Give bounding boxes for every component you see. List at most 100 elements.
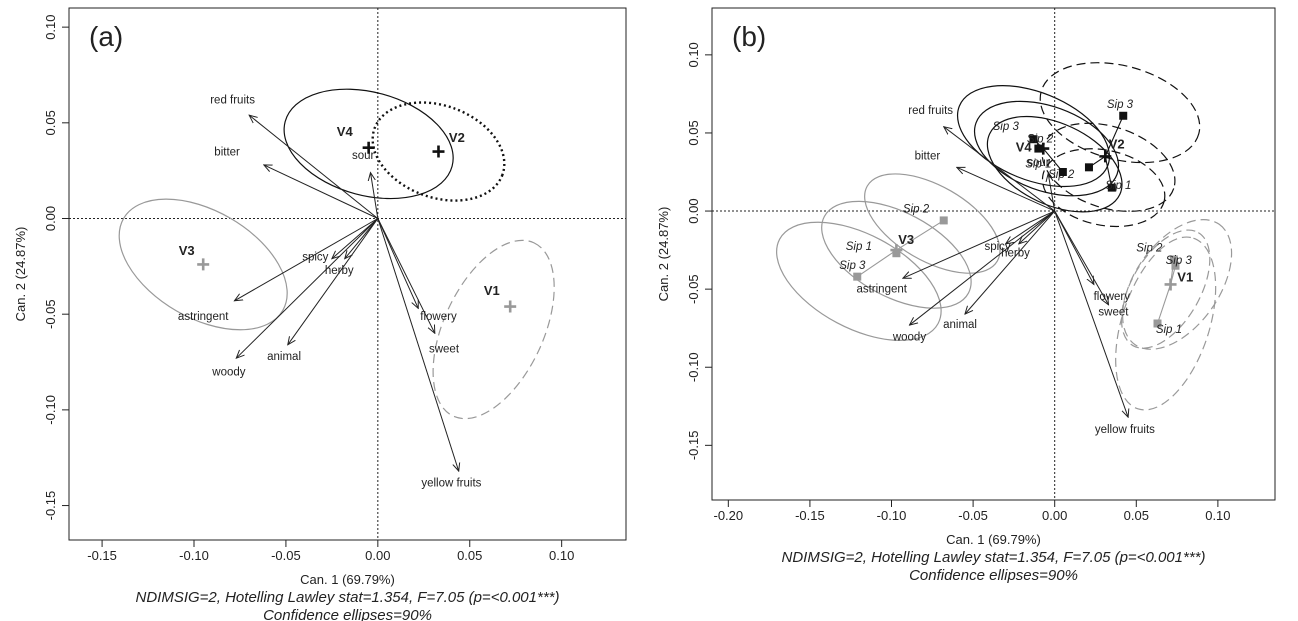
attribute-label: astringent xyxy=(178,311,229,323)
attribute-vector xyxy=(264,165,379,219)
attribute-label: yellow fruits xyxy=(421,477,481,489)
x-tick-label: -0.05 xyxy=(271,548,301,563)
group-label: V4 xyxy=(1016,140,1033,155)
y-tick-label: -0.05 xyxy=(43,299,58,329)
y-tick-label: -0.10 xyxy=(43,395,58,425)
attribute-vector xyxy=(377,218,418,309)
confidence-ellipse-v4 xyxy=(283,88,454,200)
group-label: V4 xyxy=(337,124,354,139)
attribute-label: sour xyxy=(1027,157,1050,169)
sip-point xyxy=(1029,135,1038,144)
group-label: V1 xyxy=(484,283,500,298)
x-axis-label: Can. 1 (69.79%) xyxy=(946,532,1041,547)
attribute-label: flowery xyxy=(420,311,457,323)
attribute-vector xyxy=(1054,210,1109,305)
stats-note: NDIMSIG=2, Hotelling Lawley stat=1.354, … xyxy=(782,549,1206,566)
attribute-label: yellow fruits xyxy=(1095,424,1155,436)
x-tick-label: -0.10 xyxy=(179,548,209,563)
y-tick-label: 0.05 xyxy=(686,120,701,145)
ellipse-note: Confidence ellipses=90% xyxy=(263,607,432,621)
attribute-vector xyxy=(332,218,379,259)
x-tick-label: -0.15 xyxy=(87,548,117,563)
confidence-ellipse-v2 xyxy=(1041,148,1166,228)
confidence-ellipse-v3 xyxy=(821,200,972,309)
panel-label: (a) xyxy=(89,21,123,52)
sip-label: Sip 1 xyxy=(1105,180,1131,192)
attribute-label: herby xyxy=(1001,247,1030,259)
attribute-vector xyxy=(1048,174,1056,212)
attribute-label: animal xyxy=(943,319,977,331)
attribute-label: spicy xyxy=(302,252,328,264)
confidence-ellipse-v3 xyxy=(776,221,942,341)
sip-point xyxy=(1153,319,1162,328)
attribute-vector xyxy=(345,218,379,259)
attribute-vector xyxy=(236,218,379,359)
panel-label: (b) xyxy=(732,21,766,52)
x-tick-label: 0.10 xyxy=(1205,508,1230,523)
sip-connector xyxy=(896,219,945,251)
group-label: V3 xyxy=(179,243,195,258)
group-label: V1 xyxy=(1177,269,1193,284)
group-centroid-v4 xyxy=(1037,142,1050,155)
attribute-vector xyxy=(1054,210,1128,417)
attribute-vector xyxy=(288,218,379,345)
attribute-label: sour xyxy=(352,150,375,162)
sip-point xyxy=(1169,255,1178,264)
confidence-ellipse-v3 xyxy=(864,173,1001,274)
attribute-vector xyxy=(1006,210,1055,244)
confidence-ellipse-v2 xyxy=(371,101,506,202)
sip-point xyxy=(1058,168,1067,176)
x-tick-label: 0.05 xyxy=(1124,508,1149,523)
confidence-ellipse-v4 xyxy=(973,100,1120,197)
confidence-ellipse-v1 xyxy=(1120,229,1211,349)
sip-point xyxy=(1107,183,1116,192)
confidence-ellipse-v1 xyxy=(1122,219,1233,350)
y-tick-label: 0.10 xyxy=(43,14,58,39)
attribute-label: woody xyxy=(211,366,245,378)
attribute-label: red fruits xyxy=(210,95,255,107)
x-tick-label: -0.20 xyxy=(713,508,743,523)
y-axis-label: Can. 2 (24.87%) xyxy=(13,227,28,322)
x-tick-label: 0.05 xyxy=(457,548,482,563)
confidence-ellipse-v2 xyxy=(1039,62,1201,164)
x-tick-label: 0.00 xyxy=(365,548,390,563)
sip-label: Sip 3 xyxy=(1107,99,1134,111)
group-centroid-v3 xyxy=(197,258,210,271)
attribute-label: red fruits xyxy=(908,105,953,117)
attribute-vector xyxy=(377,218,459,472)
attribute-label: astringent xyxy=(856,283,907,295)
confidence-ellipse-v1 xyxy=(432,239,555,420)
sip-label: Sip 2 xyxy=(1027,133,1054,145)
chart-panel-b: (b) -0.20 -0.15 -0.10 -0.05 0.00 0.05 0.10 -0.15… xyxy=(656,7,1276,584)
attribute-label: herby xyxy=(325,265,354,277)
y-tick-label: 0.05 xyxy=(43,110,58,135)
plot-frame xyxy=(711,7,1276,501)
ellipse-note: Confidence ellipses=90% xyxy=(909,567,1078,584)
sip-label: Sip 3 xyxy=(839,260,866,272)
sip-point xyxy=(1171,261,1180,270)
sip-label: Sip 1 xyxy=(1156,324,1182,336)
attribute-label: sweet xyxy=(429,343,460,355)
attribute-vector xyxy=(370,173,379,219)
attribute-vector xyxy=(957,167,1055,212)
sip-point xyxy=(939,216,948,225)
x-tick-label: -0.15 xyxy=(795,508,825,523)
sip-label: Sip 3 xyxy=(993,121,1020,133)
attribute-label: animal xyxy=(267,351,301,363)
attribute-label: bitter xyxy=(214,146,240,158)
attribute-label: woody xyxy=(892,332,926,344)
sip-label: Sip 2 xyxy=(1136,243,1163,255)
sip-point xyxy=(1119,111,1128,120)
sip-label: Sip 1 xyxy=(846,241,872,253)
attribute-label: flowery xyxy=(1094,291,1131,303)
group-label: V2 xyxy=(1109,137,1125,152)
attribute-vector xyxy=(1019,210,1056,244)
confidence-ellipse-v4 xyxy=(986,115,1123,213)
sip-connector xyxy=(856,249,897,278)
attribute-vector xyxy=(903,210,1055,278)
group-label: V2 xyxy=(449,130,465,145)
x-tick-label: 0.00 xyxy=(1042,508,1067,523)
confidence-ellipse-v3 xyxy=(118,198,288,331)
x-axis-label: Can. 1 (69.79%) xyxy=(300,572,395,587)
